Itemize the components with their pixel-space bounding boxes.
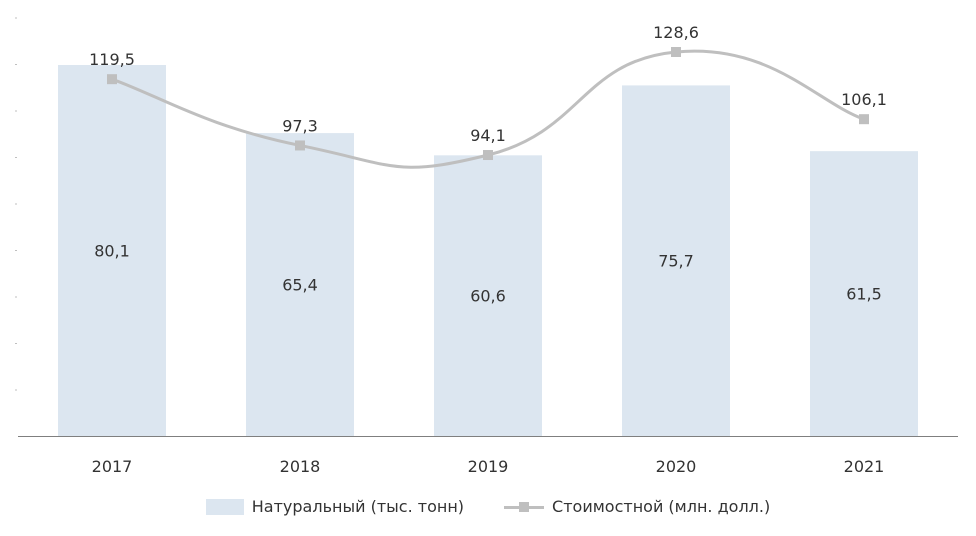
bar-2021 [810,151,918,436]
line-marker-2018 [295,140,305,151]
data-labels: 80,1 65,4 60,6 75,7 61,5 119,5 97,3 94,1 128,6 10… [89,23,887,306]
legend: Натуральный (тыс. тонн) Стоимостной (млн… [0,497,976,516]
bar-2019 [434,155,542,436]
line-value-label: 97,3 [282,116,318,135]
bar-value-label: 61,5 [846,285,882,304]
legend-item-bar: Натуральный (тыс. тонн) [205,497,465,516]
legend-swatch-line [504,499,545,515]
line-value-label: 128,6 [653,23,699,42]
legend-label-bar: Натуральный (тыс. тонн) [251,497,465,516]
bar-2017 [58,65,166,436]
x-tick-label: 2021 [844,457,885,476]
line-path [111,49,865,169]
legend-label-line: Стоимостной (млн. долл.) [552,497,771,516]
x-axis-tick-labels: 2017 2018 2019 2020 2021 [92,457,885,476]
line-marker-2019 [483,150,493,161]
line-series [107,47,869,169]
bar-series [58,65,918,437]
line-marker-2020 [671,47,681,57]
line-marker-2017 [107,74,117,85]
bar-2018 [246,133,354,437]
x-tick-label: 2017 [92,457,133,476]
bar-value-label: 60,6 [470,287,506,306]
line-value-label: 119,5 [89,50,135,69]
y-axis-ticks [15,17,17,391]
x-tick-label: 2019 [468,457,509,476]
bar-value-label: 80,1 [94,242,130,261]
bar-value-label: 65,4 [282,276,318,295]
x-tick-label: 2018 [280,457,321,476]
bar-2020 [622,85,730,437]
legend-item-line: Стоимостной (млн. долл.) [504,497,770,516]
x-tick-label: 2020 [656,457,697,476]
line-marker-2021 [859,114,869,125]
legend-swatch-bar [205,498,244,515]
line-value-label: 94,1 [470,126,506,145]
bar-value-label: 75,7 [658,252,694,271]
line-value-label: 106,1 [841,90,887,109]
